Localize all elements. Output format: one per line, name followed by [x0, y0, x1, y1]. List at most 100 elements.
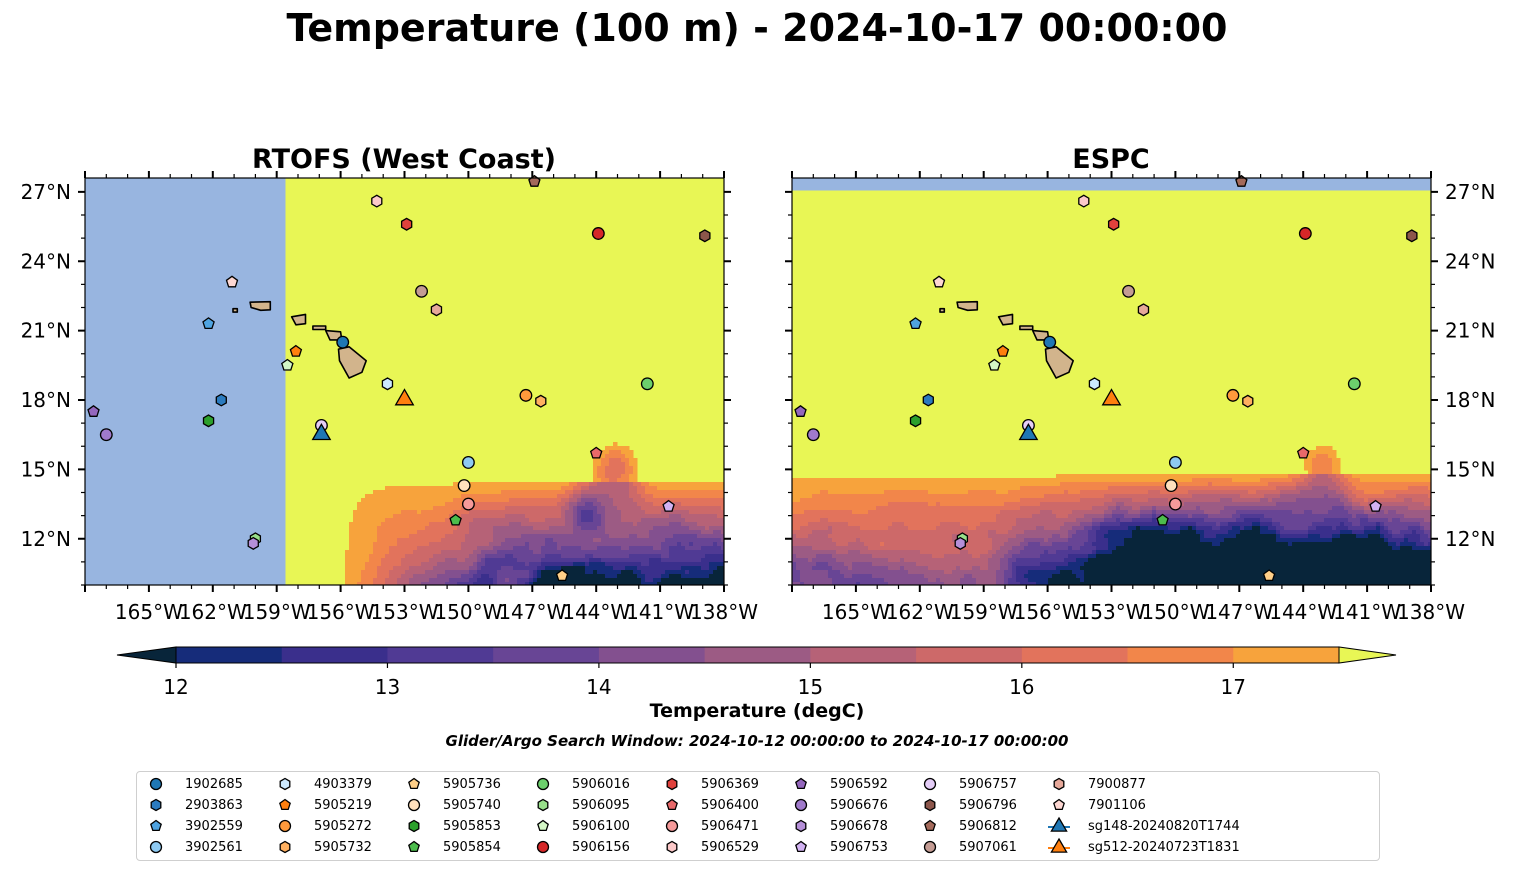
colorbar-tick-label: 13 [375, 675, 400, 699]
legend-label: 5905732 [314, 839, 372, 855]
obs-marker-5906676 [806, 428, 820, 442]
x-tick-label: 147°W [1205, 600, 1273, 624]
island [956, 300, 979, 312]
obs-marker-5905854 [1156, 513, 1169, 526]
circle-icon [794, 798, 808, 812]
x-tick-label: 138°W [690, 600, 758, 624]
obs-marker-5906529 [1078, 194, 1090, 208]
obs-marker-7901106 [932, 275, 946, 288]
pentagon-icon [1053, 798, 1065, 811]
obs-marker-5905740 [457, 479, 471, 493]
obs-marker-7901106 [225, 275, 239, 288]
obs-marker-sg148-20240820T1744 [311, 422, 332, 441]
legend-label: 4903379 [314, 776, 372, 792]
x-tick-label: 159°W [950, 600, 1018, 624]
colorbar-tick-label: 12 [163, 675, 188, 699]
colorbar-segment [810, 647, 917, 663]
x-tick-label: 156°W [307, 600, 375, 624]
obs-marker-5905732 [535, 394, 547, 408]
map-panel-espc: 165°W162°W159°W156°W153°W150°W147°W144°W… [785, 171, 1495, 624]
legend-label: 5906757 [959, 776, 1017, 792]
obs-marker-5906016 [1347, 377, 1361, 391]
pentagon-icon [795, 777, 807, 790]
colorbar: 12 13 14 15 16 17 [116, 646, 1397, 699]
obs-marker-5906100 [281, 358, 294, 371]
hexagon-icon [279, 777, 291, 791]
colorbar-segment [1127, 647, 1234, 663]
obs-marker-5905736 [1262, 569, 1276, 582]
legend-item-5905272: 5905272 [274, 816, 372, 836]
legend-item-5906529: 5906529 [661, 837, 759, 857]
obs-marker-5906529 [371, 194, 383, 208]
observation-markers [794, 174, 1418, 582]
circle-icon [923, 777, 937, 791]
obs-marker-5905219 [289, 344, 303, 357]
legend-label: 5905740 [443, 797, 501, 813]
legend-item-5905854: 5905854 [403, 837, 501, 857]
obs-marker-3902561 [461, 455, 475, 469]
triangle-icon [1048, 816, 1070, 832]
legend-item-5906812: 5906812 [919, 816, 1017, 836]
circle-icon [536, 777, 550, 791]
island [312, 325, 327, 331]
obs-marker-3902559 [202, 317, 215, 330]
obs-marker-3902559 [909, 317, 922, 330]
hexagon-icon [537, 798, 549, 812]
y-tick-label: 24°N [1445, 249, 1495, 273]
legend-item-3902559: 3902559 [145, 816, 243, 836]
obs-marker-5906016 [640, 377, 654, 391]
colorbar-segment [387, 647, 494, 663]
obs-marker-5905219 [996, 344, 1010, 357]
obs-marker-5906678 [247, 536, 259, 550]
legend-item-5906796: 5906796 [919, 795, 1017, 815]
colorbar-segment [598, 647, 706, 663]
circle-icon [149, 840, 163, 854]
obs-marker-5906753 [1369, 499, 1382, 512]
legend-item-5907061: 5907061 [919, 837, 1017, 857]
x-tick-label: 153°W [371, 600, 439, 624]
legend-label: 1902685 [185, 776, 243, 792]
legend-item-1902685: 1902685 [145, 774, 243, 794]
y-tick-label: 18°N [1445, 388, 1495, 412]
temperature-field [85, 178, 724, 585]
legend-item-5906156: 5906156 [532, 837, 630, 857]
legend-label: 5906369 [701, 776, 759, 792]
legend-label: 5906592 [830, 776, 888, 792]
y-tick-label: 21°N [1445, 319, 1495, 343]
legend-label: 5906016 [572, 776, 630, 792]
y-tick-label: 12°N [1445, 527, 1495, 551]
circle-icon [665, 819, 679, 833]
y-tick-label: 12°N [21, 527, 71, 551]
obs-marker-5906156 [591, 227, 605, 240]
obs-marker-5906369 [400, 217, 413, 231]
x-tick-label: 138°W [1397, 600, 1465, 624]
island [1019, 325, 1034, 331]
y-tick-label: 15°N [21, 457, 71, 481]
legend-label: 5905854 [443, 839, 501, 855]
search-window-caption: Glider/Argo Search Window: 2024-10-12 00… [445, 732, 1069, 750]
legend-item-3902561: 3902561 [145, 837, 243, 857]
legend: 1902685 2903863 3902559 3902561 4903379 59052… [136, 771, 1380, 861]
obs-marker-5905272 [1226, 388, 1240, 402]
legend-label: 5906812 [959, 818, 1017, 834]
legend-label: 5905219 [314, 797, 372, 813]
obs-marker-5905736 [555, 569, 569, 582]
colorbar-segment [916, 647, 1023, 663]
x-tick-label: 141°W [626, 600, 694, 624]
obs-marker-5906812 [1235, 174, 1248, 187]
hexagon-icon [1053, 777, 1065, 791]
obs-marker-7900877 [430, 303, 443, 317]
hawaiian-islands [939, 300, 1074, 379]
obs-marker-5906678 [954, 536, 966, 550]
legend-item-sg512-20240723T1831: sg512-20240723T1831 [1048, 837, 1240, 857]
x-tick-label: 150°W [434, 600, 502, 624]
legend-label: 5905736 [443, 776, 501, 792]
y-tick-label: 15°N [1445, 457, 1495, 481]
circle-icon [536, 840, 550, 854]
legend-label: 5906796 [959, 797, 1017, 813]
colorbar-tick-label: 15 [798, 675, 823, 699]
legend-item-7901106: 7901106 [1048, 795, 1146, 815]
map-panel-rtofs: 165°W162°W159°W156°W153°W150°W147°W144°W… [21, 171, 758, 624]
colorbar-extend-low [116, 646, 177, 664]
pentagon-icon [924, 819, 936, 832]
